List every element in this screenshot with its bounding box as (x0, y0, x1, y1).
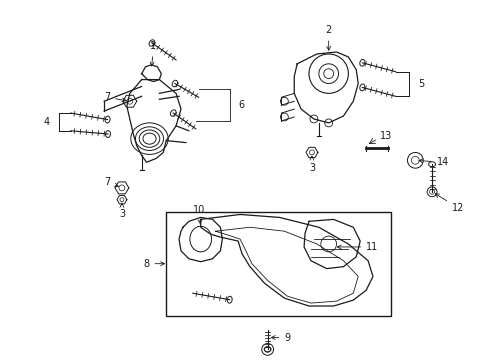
Text: 2: 2 (325, 25, 332, 50)
Text: 7: 7 (104, 92, 126, 102)
Text: 4: 4 (44, 117, 50, 127)
Text: 14: 14 (419, 157, 449, 167)
Text: 10: 10 (193, 204, 205, 224)
Text: 11: 11 (337, 242, 378, 252)
Text: 5: 5 (418, 78, 424, 89)
Text: 3: 3 (119, 203, 125, 220)
Text: 3: 3 (309, 156, 315, 173)
Text: 9: 9 (271, 333, 291, 342)
Text: 7: 7 (104, 177, 119, 187)
Text: 12: 12 (435, 194, 464, 212)
Text: 13: 13 (380, 131, 392, 141)
Text: 6: 6 (238, 100, 244, 110)
Text: 1: 1 (150, 41, 156, 66)
Text: 8: 8 (144, 259, 165, 269)
Bar (166, 212, 391, 316)
